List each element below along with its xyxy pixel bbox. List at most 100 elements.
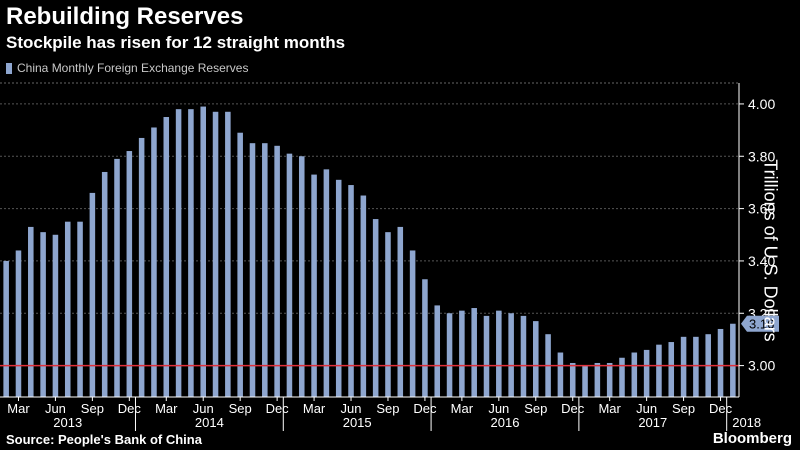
- x-year-label: 2013: [53, 415, 82, 430]
- bar: [52, 234, 59, 397]
- bar: [138, 137, 145, 397]
- bar: [360, 195, 367, 397]
- last-value-label: 3.16: [749, 317, 774, 332]
- x-year-label: 2015: [343, 415, 372, 430]
- bar: [508, 313, 514, 397]
- x-year-label: 2014: [195, 415, 224, 430]
- bar: [262, 143, 268, 397]
- bar: [3, 260, 9, 397]
- bar: [286, 153, 293, 397]
- x-tick-label: Dec: [118, 401, 142, 416]
- bar: [619, 357, 625, 397]
- x-tick-label: Mar: [155, 401, 178, 416]
- legend-label: China Monthly Foreign Exchange Reserves: [17, 61, 249, 75]
- x-tick-label: Dec: [561, 401, 585, 416]
- bar: [323, 169, 330, 397]
- x-tick-label: Jun: [193, 401, 214, 416]
- bar: [557, 352, 564, 397]
- bar: [483, 315, 490, 397]
- bar: [28, 226, 34, 397]
- bar: [126, 151, 133, 397]
- x-tick-label: Sep: [672, 401, 695, 416]
- bar: [64, 221, 71, 397]
- bar: [680, 336, 687, 397]
- bar: [730, 323, 736, 397]
- x-tick-label: Sep: [229, 401, 252, 416]
- x-tick-label: Jun: [341, 401, 362, 416]
- bar: [656, 344, 662, 397]
- bar: [212, 111, 219, 398]
- bar: [459, 310, 465, 397]
- bar: [175, 109, 182, 398]
- bar: [520, 315, 527, 397]
- x-tick-label: Mar: [598, 401, 621, 416]
- x-tick-label: Mar: [7, 401, 30, 416]
- bar: [348, 185, 354, 397]
- bar: [446, 313, 453, 397]
- bar: [643, 349, 650, 397]
- x-year-label: 2017: [638, 415, 667, 430]
- bar: [40, 232, 46, 397]
- bar: [237, 132, 243, 397]
- x-tick-label: Jun: [45, 401, 66, 416]
- source-note: Source: People's Bank of China: [6, 432, 202, 447]
- bar: [569, 362, 576, 397]
- x-tick-label: Mar: [451, 401, 474, 416]
- bar: [582, 365, 588, 397]
- bar: [200, 106, 206, 398]
- y-tick-label: 3.40: [748, 253, 775, 269]
- bar: [385, 232, 391, 397]
- bar: [606, 362, 613, 397]
- x-tick-label: Sep: [376, 401, 399, 416]
- x-tick-label: Mar: [303, 401, 326, 416]
- bar: [397, 226, 404, 397]
- x-year-label: 2018: [732, 415, 761, 430]
- last-value-callout-box: [741, 315, 779, 332]
- bar: [631, 352, 638, 397]
- bar: [114, 158, 120, 397]
- bar: [274, 145, 280, 397]
- bar: [471, 308, 477, 397]
- y-tick-label: 3.00: [748, 358, 775, 374]
- bar: [594, 362, 601, 397]
- bar: [668, 342, 675, 397]
- chart-subtitle: Stockpile has risen for 12 straight mont…: [6, 33, 346, 52]
- bar: [693, 336, 699, 397]
- bar: [77, 221, 83, 397]
- bar: [188, 109, 194, 398]
- bar: [101, 171, 108, 397]
- bar: [409, 250, 416, 397]
- x-tick-label: Sep: [81, 401, 104, 416]
- y-axis-title: Trillions of U.S. Dollars: [760, 159, 781, 342]
- x-year-label: 2016: [491, 415, 520, 430]
- bar: [163, 117, 170, 398]
- x-tick-label: Sep: [524, 401, 547, 416]
- bar: [89, 192, 96, 397]
- bar: [422, 279, 428, 397]
- legend: China Monthly Foreign Exchange Reserves: [6, 61, 248, 75]
- bloomberg-logo: Bloomberg: [712, 430, 792, 447]
- x-tick-label: Jun: [488, 401, 509, 416]
- x-tick-label: Dec: [266, 401, 290, 416]
- bar: [372, 219, 379, 397]
- bar: [225, 111, 231, 398]
- last-value-callout: 3.16: [741, 315, 779, 332]
- y-tick-label: 3.60: [748, 201, 775, 217]
- y-tick-label: 3.80: [748, 148, 775, 164]
- y-tick-label: 4.00: [748, 96, 775, 112]
- bar: [717, 328, 724, 397]
- bar: [249, 143, 256, 397]
- x-tick-label: Jun: [636, 401, 657, 416]
- x-tick-label: Dec: [709, 401, 733, 416]
- bar: [298, 156, 305, 397]
- bar: [496, 310, 502, 397]
- bar: [434, 305, 441, 397]
- x-tick-label: Dec: [413, 401, 437, 416]
- bar: [335, 179, 342, 397]
- bar: [311, 174, 317, 397]
- bar: [15, 250, 22, 397]
- bar: [151, 127, 157, 397]
- bar: [533, 321, 539, 397]
- chart-title: Rebuilding Reserves: [6, 3, 244, 30]
